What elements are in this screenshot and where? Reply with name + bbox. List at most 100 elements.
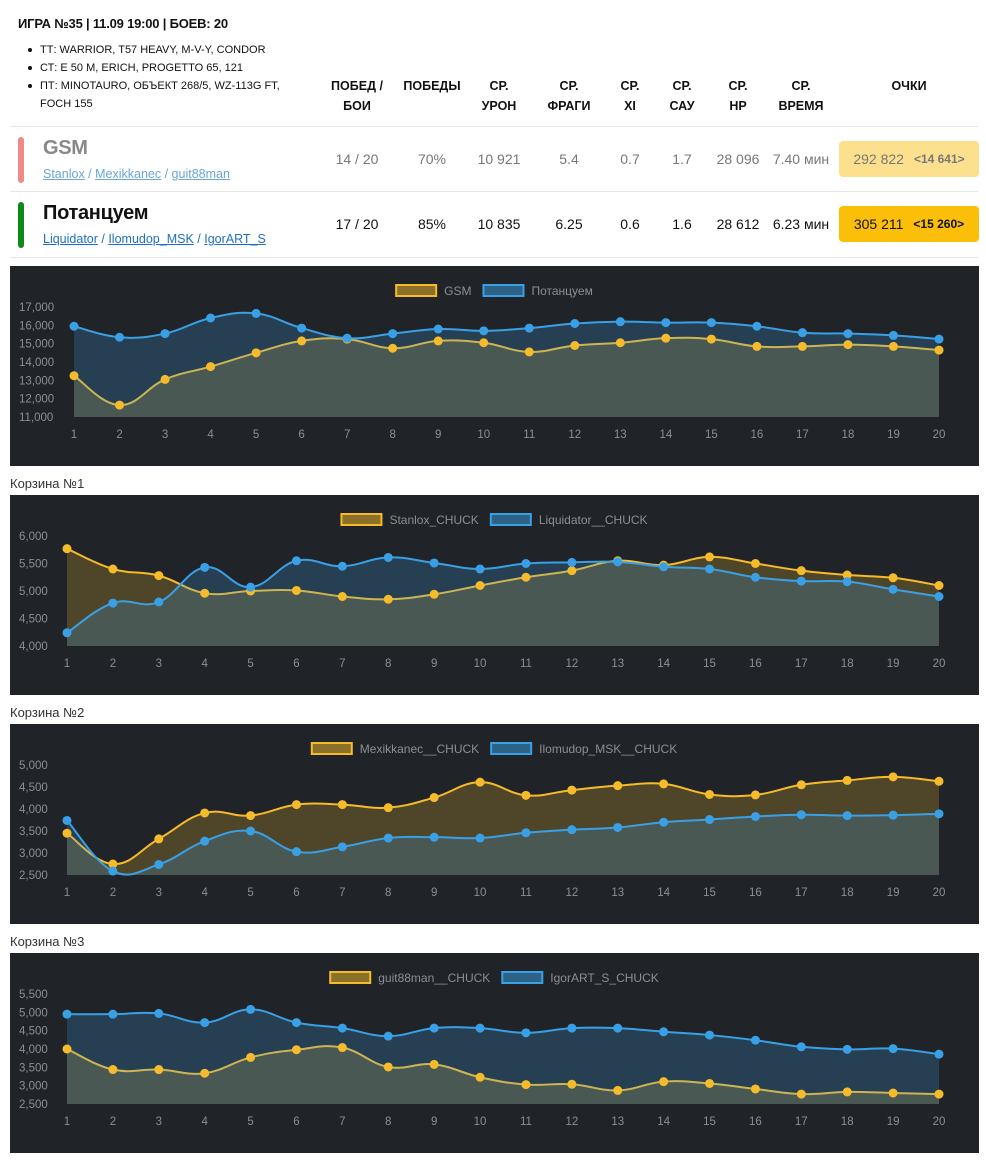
data-point <box>291 1018 301 1028</box>
data-point <box>251 348 261 358</box>
data-point <box>888 341 898 351</box>
x-tick-label: 2 <box>110 658 116 670</box>
data-point <box>429 793 439 803</box>
player-link[interactable]: Stanlox <box>43 167 85 181</box>
data-point <box>521 790 531 800</box>
legend-swatch <box>395 284 438 297</box>
player-link[interactable]: IgorART_S <box>204 232 266 246</box>
x-tick-label: 9 <box>431 658 437 670</box>
x-tick-label: 16 <box>749 887 762 899</box>
data-point <box>160 329 170 339</box>
x-tick-label: 4 <box>207 429 214 441</box>
player-link[interactable]: Ilomudop_MSK <box>108 232 194 246</box>
data-point <box>661 333 671 343</box>
divider <box>10 126 978 127</box>
team-players: Stanlox / Mexikkanec / guit88man <box>43 167 230 181</box>
data-point <box>613 1085 623 1095</box>
x-tick-label: 13 <box>611 887 624 899</box>
x-tick-label: 16 <box>749 1116 762 1128</box>
x-tick-label: 14 <box>659 429 672 441</box>
data-point <box>337 800 347 810</box>
x-tick-label: 14 <box>657 887 670 899</box>
data-point <box>796 810 806 820</box>
data-point <box>251 308 261 318</box>
x-tick-label: 5 <box>247 658 253 670</box>
col-header-points: ОЧКИ <box>891 79 927 93</box>
x-tick-label: 15 <box>703 887 716 899</box>
x-tick-label: 17 <box>795 658 808 670</box>
team-players: Liquidator / Ilomudop_MSK / IgorART_S <box>43 232 266 246</box>
x-tick-label: 7 <box>339 887 345 899</box>
data-point <box>337 842 347 852</box>
team-name: Потанцуем <box>43 202 149 224</box>
data-point <box>521 1080 531 1090</box>
data-point <box>567 1079 577 1089</box>
data-point <box>154 1065 164 1075</box>
player-link[interactable]: Mexikkanec <box>95 167 162 181</box>
data-point <box>200 808 210 818</box>
x-tick-label: 16 <box>750 429 763 441</box>
y-tick-label: 4,000 <box>19 1044 48 1056</box>
legend-label: IgorART_S_CHUCK <box>550 971 658 985</box>
col-header-frags: СР. ФРАГИ <box>547 79 591 113</box>
x-tick-label: 5 <box>247 887 253 899</box>
y-tick-label: 5,000 <box>19 586 48 598</box>
data-point <box>706 334 716 344</box>
data-point <box>659 817 669 827</box>
damage-value: 10 835 <box>477 216 521 232</box>
data-point <box>429 1023 439 1033</box>
xi-value: 0.6 <box>620 216 640 232</box>
y-tick-label: 4,000 <box>19 641 48 653</box>
col-header-xi: СР. XI <box>620 79 640 113</box>
x-tick-label: 9 <box>431 887 437 899</box>
data-point <box>154 834 164 844</box>
data-point <box>615 317 625 327</box>
x-tick-label: 6 <box>293 658 299 670</box>
frags-value: 5.4 <box>559 151 579 167</box>
series-area <box>67 813 939 875</box>
data-point <box>429 1059 439 1069</box>
data-point <box>888 1044 898 1054</box>
data-point <box>108 1065 118 1075</box>
player-link[interactable]: Liquidator <box>43 232 98 246</box>
data-point <box>115 332 125 342</box>
x-tick-label: 14 <box>657 658 670 670</box>
basket-title: Корзина №3 <box>10 934 85 949</box>
data-point <box>475 1072 485 1082</box>
player-link[interactable]: guit88man <box>171 167 230 181</box>
data-point <box>842 570 852 580</box>
data-point <box>934 581 944 590</box>
data-point <box>888 330 898 340</box>
x-tick-label: 15 <box>703 1116 716 1128</box>
data-point <box>797 341 807 351</box>
x-tick-label: 4 <box>201 1116 208 1128</box>
data-point <box>750 572 760 582</box>
damage-value: 10 921 <box>477 151 521 167</box>
data-point <box>475 833 485 843</box>
data-point <box>154 1008 164 1018</box>
x-tick-label: 15 <box>703 658 716 670</box>
x-tick-label: 6 <box>298 429 304 441</box>
y-tick-label: 5,500 <box>19 559 48 571</box>
legend-label: Потанцуем <box>531 284 592 298</box>
data-point <box>524 323 534 333</box>
frags-value: 6.25 <box>555 216 583 232</box>
x-tick-label: 12 <box>565 658 578 670</box>
data-point <box>842 811 852 821</box>
data-point <box>934 776 944 786</box>
y-tick-label: 5,500 <box>19 989 48 1001</box>
y-tick-label: 4,500 <box>19 782 48 794</box>
data-point <box>108 859 118 869</box>
x-tick-label: 9 <box>435 429 441 441</box>
basket-1-chart: 4,000 4,500 5,000 5,500 6,000 1 2 3 4 5 6 7 8 9 10 11 12… <box>10 495 979 695</box>
x-tick-label: 5 <box>247 1116 253 1128</box>
heavy-tanks-item: ТТ: WARRIOR, T57 HEAVY, M-V-Y, CONDOR <box>22 41 312 59</box>
data-point <box>291 847 301 857</box>
x-tick-label: 13 <box>611 1116 624 1128</box>
x-tick-label: 14 <box>657 1116 670 1128</box>
time-value: 7.40 мин <box>772 151 830 167</box>
series-area <box>74 312 939 417</box>
game-title: ИГРА №35 | 11.09 19:00 | БОЕВ: 20 <box>18 16 228 31</box>
legend-label: guit88man__CHUCK <box>378 971 490 985</box>
